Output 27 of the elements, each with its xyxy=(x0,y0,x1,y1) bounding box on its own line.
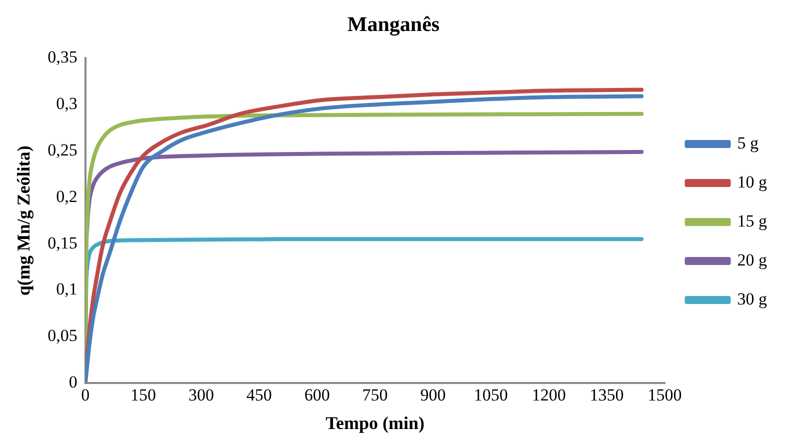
y-tick-label: 0 xyxy=(68,372,78,392)
x-tick-label: 1050 xyxy=(474,386,508,405)
y-tick-label: 0,1 xyxy=(56,280,78,299)
x-tick-label: 900 xyxy=(420,386,446,405)
y-tick-label: 0,15 xyxy=(48,233,78,252)
x-tick-label: 300 xyxy=(188,386,214,405)
x-tick-label: 0 xyxy=(81,386,90,405)
x-tick-label: 1500 xyxy=(648,386,682,405)
y-tick-label: 0,35 xyxy=(48,48,78,67)
y-tick-label: 0,25 xyxy=(48,140,78,160)
x-axis-title: Tempo (min) xyxy=(326,412,424,433)
x-tick-label: 150 xyxy=(130,386,156,405)
legend-label: 15 g xyxy=(737,211,768,230)
x-tick-label: 750 xyxy=(362,386,388,405)
legend-label: 10 g xyxy=(737,172,768,192)
y-tick-label: 0,05 xyxy=(48,326,78,346)
x-tick-label: 1350 xyxy=(590,386,624,405)
x-tick-label: 450 xyxy=(246,386,272,405)
y-tick-label: 0,3 xyxy=(56,94,78,114)
legend-label: 20 g xyxy=(737,250,768,270)
x-tick-label: 1200 xyxy=(532,386,566,405)
chart-title: Manganês xyxy=(347,12,440,36)
legend-label: 5 g xyxy=(737,133,759,152)
y-axis-title: q(mg Mn/g Zeólita) xyxy=(13,146,34,296)
legend-label: 30 g xyxy=(737,289,768,308)
y-tick-label: 0,2 xyxy=(56,186,78,206)
x-tick-label: 600 xyxy=(304,386,330,405)
